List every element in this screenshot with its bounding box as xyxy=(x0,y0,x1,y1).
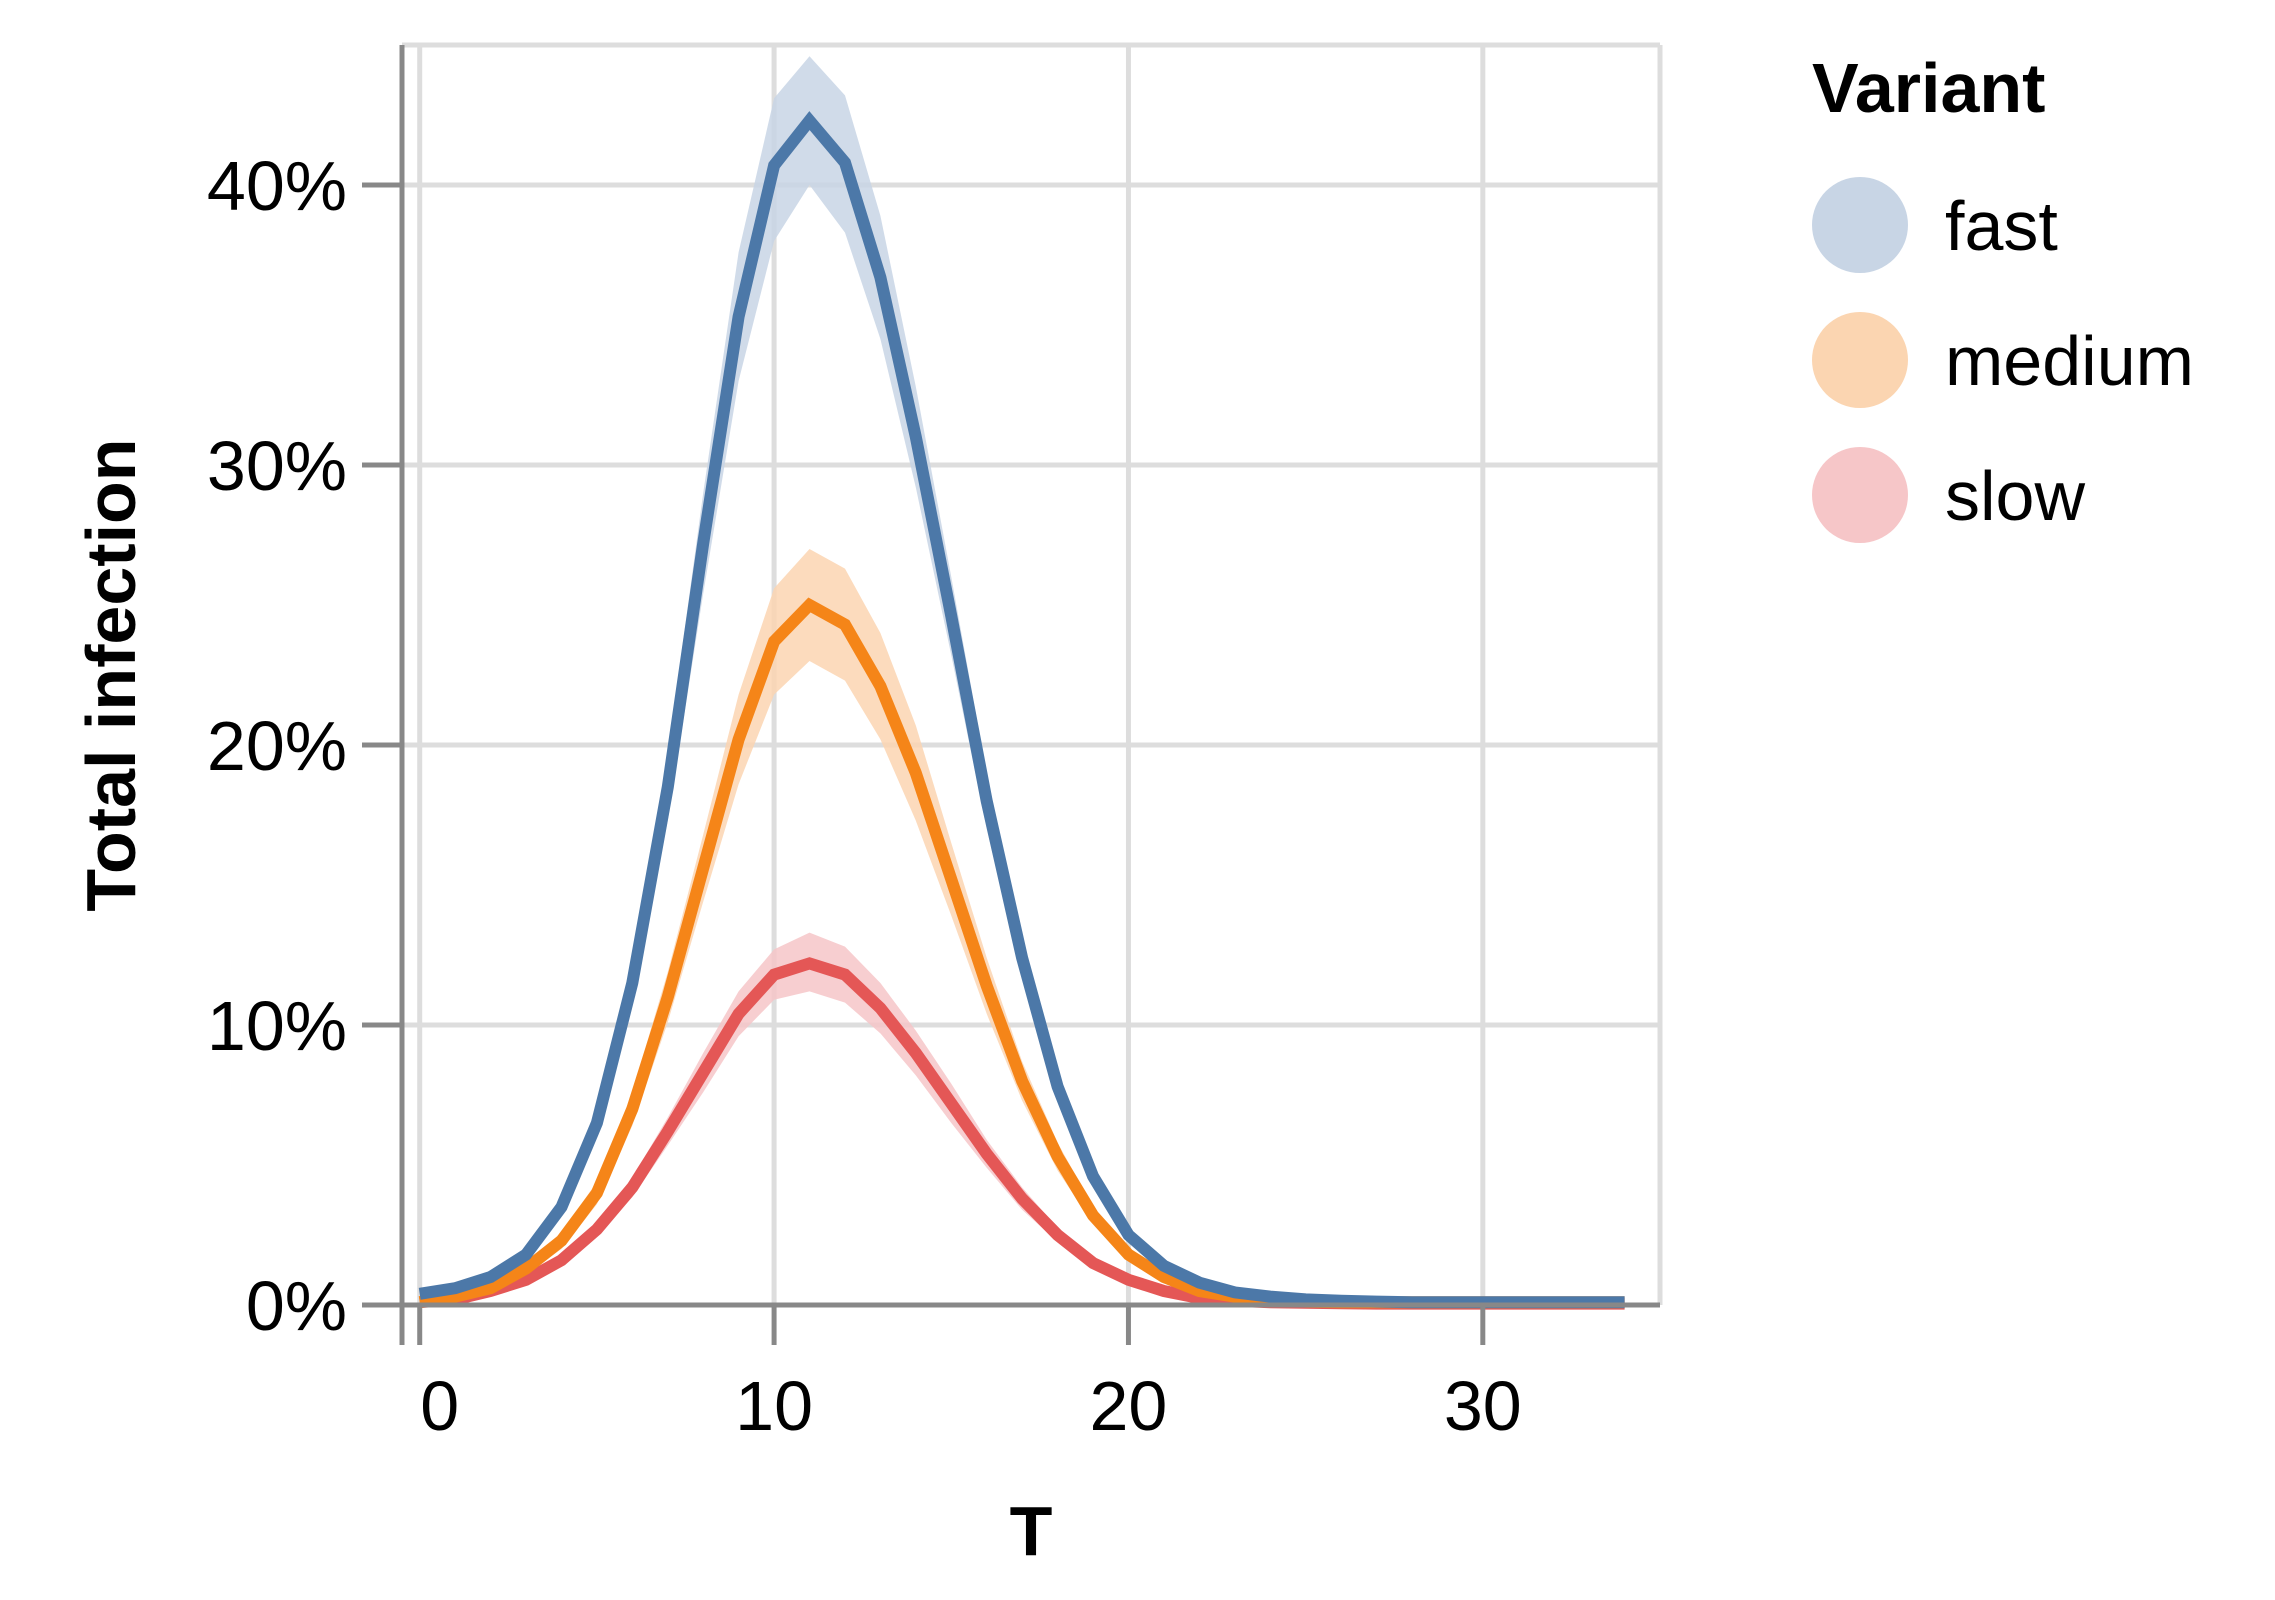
y-tick-label: 0% xyxy=(246,1267,347,1345)
x-tick-label: 10 xyxy=(735,1367,813,1445)
band-slow xyxy=(419,932,1625,1304)
x-axis-ticks: 0 10 20 30 xyxy=(417,1305,1522,1445)
x-axis-title: T xyxy=(1010,1492,1053,1570)
y-tick-label: 10% xyxy=(207,987,347,1065)
legend-label-slow: slow xyxy=(1945,457,2085,535)
y-axis-title: Total infection xyxy=(72,438,150,911)
confidence-bands xyxy=(419,56,1625,1304)
x-tick-label: 0 xyxy=(420,1367,459,1445)
y-tick-label: 30% xyxy=(207,427,347,505)
x-tick-label: 30 xyxy=(1444,1367,1522,1445)
legend: Variant fast medium slow xyxy=(1812,49,2194,543)
legend-swatch-medium xyxy=(1812,312,1908,408)
legend-swatch-fast xyxy=(1812,177,1908,273)
axes xyxy=(362,45,1660,1345)
y-tick-label: 40% xyxy=(207,147,347,225)
legend-title: Variant xyxy=(1812,49,2045,127)
y-axis-ticks: 0% 10% 20% 30% 40% xyxy=(207,147,402,1345)
y-tick-label: 20% xyxy=(207,707,347,785)
legend-label-medium: medium xyxy=(1945,322,2194,400)
legend-swatch-slow xyxy=(1812,447,1908,543)
legend-items: fast medium slow xyxy=(1812,177,2194,543)
series-line-slow xyxy=(419,957,1625,1310)
series-lines xyxy=(418,111,1625,1310)
x-tick-label: 20 xyxy=(1090,1367,1168,1445)
series-line-fast xyxy=(418,111,1625,1309)
legend-label-fast: fast xyxy=(1945,187,2058,265)
